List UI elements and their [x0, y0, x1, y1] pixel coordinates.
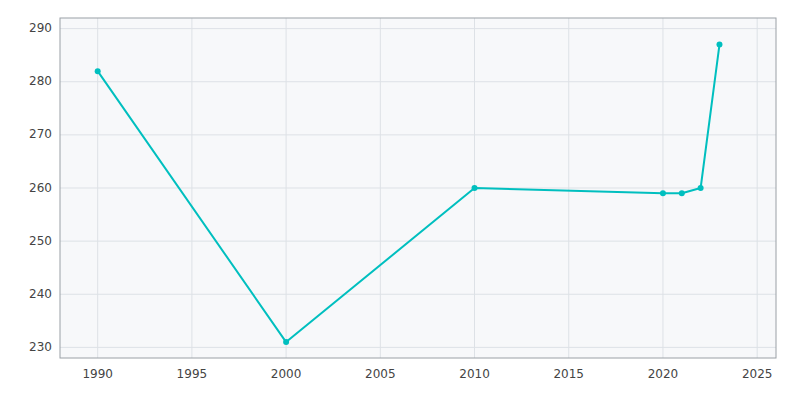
axes: 230 240 250 260 270 280 290 1990 1995 2000 2005 201…	[29, 21, 772, 381]
x-tick-label: 2010	[459, 367, 490, 381]
y-tick-label: 230	[29, 340, 52, 354]
y-grid-line	[60, 294, 776, 295]
x-tick-label: 2000	[271, 367, 302, 381]
x-tick-label: 2020	[648, 367, 679, 381]
grid	[60, 18, 776, 358]
x-tick-label: 2015	[553, 367, 584, 381]
series	[95, 42, 723, 346]
point	[698, 185, 704, 191]
x-grid-line	[286, 18, 287, 358]
x-tick-label: 1990	[82, 367, 113, 381]
y-tick-label: 260	[29, 181, 52, 195]
y-grid-line	[60, 28, 776, 29]
point	[679, 190, 685, 196]
y-tick-label: 270	[29, 127, 52, 141]
x-tick-label: 2025	[742, 367, 773, 381]
y-tick-label: 280	[29, 74, 52, 88]
chart-svg: 230 240 250 260 270 280 290 1990 1995 2000 2005 201…	[0, 0, 800, 400]
plot-frame	[60, 18, 776, 358]
y-tick-label: 240	[29, 287, 52, 301]
point	[95, 68, 101, 74]
y-grid-line	[60, 81, 776, 82]
y-tick-label: 290	[29, 21, 52, 35]
x-tick-label: 2005	[365, 367, 396, 381]
y-tick-label: 250	[29, 234, 52, 248]
x-grid-line	[191, 18, 192, 358]
line	[98, 45, 720, 343]
point	[472, 185, 478, 191]
y-grid-line	[60, 134, 776, 135]
plot-background	[60, 18, 776, 358]
x-tick-label: 1995	[177, 367, 208, 381]
y-grid-line	[60, 347, 776, 348]
point	[716, 42, 722, 48]
y-grid-line	[60, 188, 776, 189]
x-grid-line	[380, 18, 381, 358]
x-grid-line	[568, 18, 569, 358]
point	[660, 190, 666, 196]
chart-container: 230 240 250 260 270 280 290 1990 1995 2000 2005 201…	[0, 0, 800, 400]
y-grid-line	[60, 241, 776, 242]
x-grid-line	[757, 18, 758, 358]
point	[283, 339, 289, 345]
x-grid-line	[662, 18, 663, 358]
